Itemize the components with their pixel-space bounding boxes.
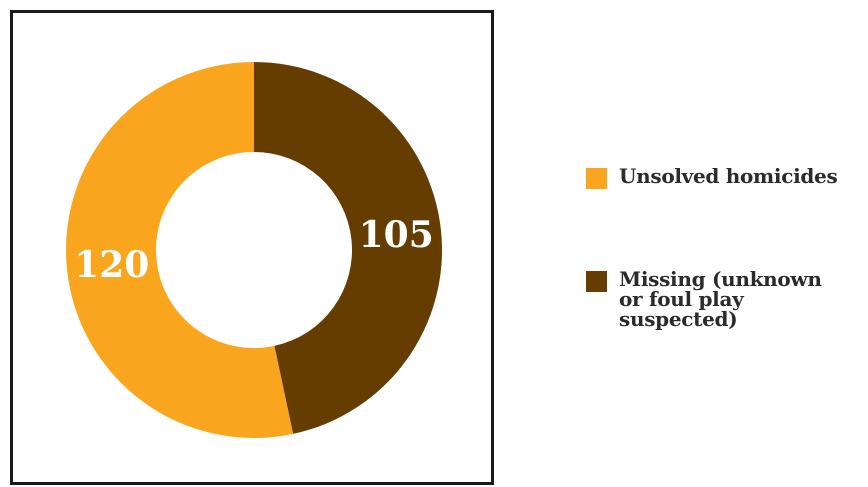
legend-item-unsolved-homicides: Unsolved homicides: [586, 164, 838, 189]
chart-frame: 105 120: [10, 10, 494, 485]
donut-chart: 105 120: [65, 62, 442, 439]
legend-label-unsolved-homicides: Unsolved homicides: [619, 164, 838, 188]
slice-unsolved-homicides: [65, 62, 294, 439]
data-label-unsolved-homicides: 120: [74, 244, 149, 286]
legend-swatch-missing: [586, 271, 607, 292]
legend-label-missing: Missing (unknown or foul play suspected): [619, 267, 822, 331]
legend-swatch-unsolved-homicides: [586, 168, 607, 189]
data-label-missing-unknown-or-foul-play-suspected: 105: [359, 214, 434, 256]
legend-item-missing: Missing (unknown or foul play suspected): [586, 269, 851, 329]
slice-missing-unknown-or-foul-play-suspected: [254, 62, 442, 434]
